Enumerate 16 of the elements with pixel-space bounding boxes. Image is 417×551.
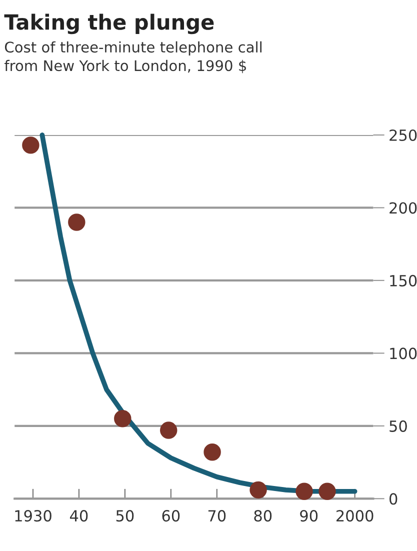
chart-title: Taking the plunge [4,14,214,34]
x-tick-label: 90 [300,510,318,522]
x-tick-label: 2000 [336,510,374,522]
y-tick-label: 250 [390,129,417,142]
x-tick-label: 40 [70,510,88,522]
y-tick-label: 50 [390,420,407,432]
x-tick-label: 80 [254,510,272,522]
y-tick-label: 0 [390,493,398,505]
x-tick-label: 70 [208,510,226,522]
y-tick-label: 150 [390,274,417,286]
x-tick-label: 60 [162,510,180,522]
x-tick-label: 50 [116,510,134,522]
x-tick-label: 1930 [15,510,52,522]
y-tick-label: 100 [390,348,417,360]
y-tick-label: 200 [390,202,417,214]
chart-subtitle: Cost of three-minute telephone call from New York to London, 1990 $ [4,41,262,74]
